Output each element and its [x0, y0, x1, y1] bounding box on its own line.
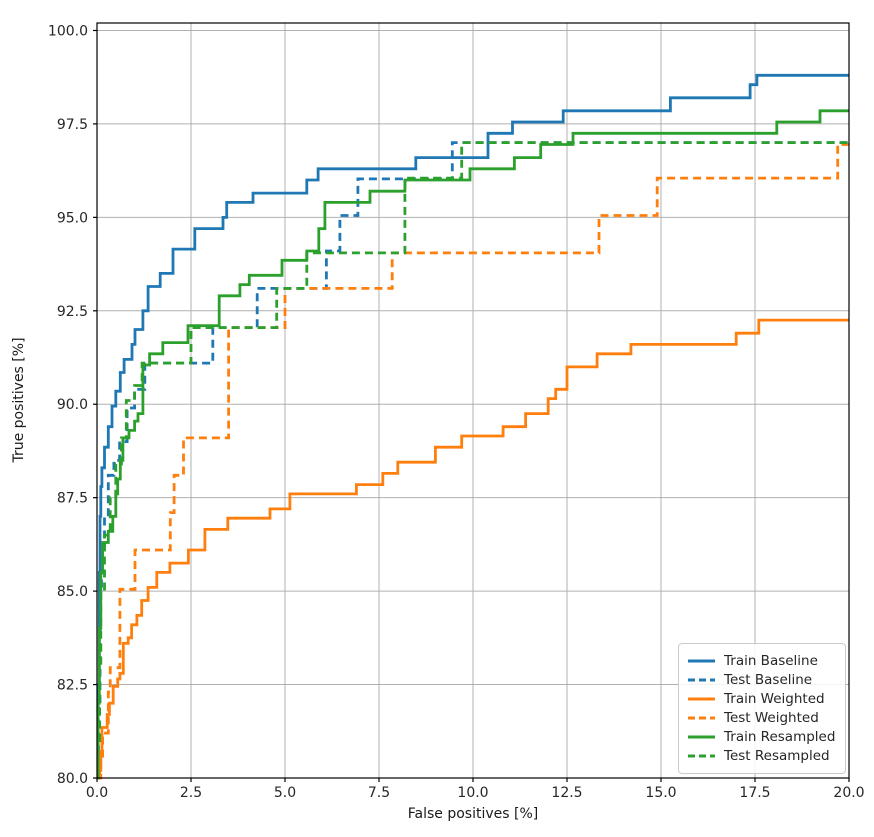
legend-line-icon [688, 697, 715, 701]
legend-item-test-resampled: Test Resampled [688, 747, 837, 766]
svg-text:95.0: 95.0 [57, 210, 88, 226]
x-axis-label: False positives [%] [407, 806, 539, 822]
series-line-train-baseline [96, 73, 849, 780]
legend-item-train-resampled: Train Resampled [688, 728, 837, 747]
legend-label: Train Resampled [724, 729, 836, 746]
grid-lines [97, 23, 849, 778]
series-line-train-resampled [96, 109, 849, 780]
legend-label: Test Resampled [724, 748, 830, 765]
legend-label: Train Weighted [724, 690, 825, 707]
svg-text:2.5: 2.5 [180, 785, 202, 801]
svg-text:17.5: 17.5 [739, 785, 770, 801]
series-line-test-weighted [97, 143, 849, 780]
legend-line-icon [688, 678, 715, 682]
legend-item-test-baseline: Test Baseline [688, 670, 837, 689]
svg-text:10.0: 10.0 [457, 785, 488, 801]
svg-text:90.0: 90.0 [57, 397, 88, 413]
svg-text:20.0: 20.0 [833, 785, 864, 801]
svg-text:87.5: 87.5 [57, 491, 88, 507]
svg-text:80.0: 80.0 [57, 771, 88, 787]
svg-text:0.0: 0.0 [86, 785, 108, 801]
svg-text:15.0: 15.0 [645, 785, 676, 801]
tick-marks [93, 29, 850, 782]
svg-text:7.5: 7.5 [368, 785, 390, 801]
svg-text:97.5: 97.5 [57, 117, 88, 133]
legend-label: Train Baseline [724, 652, 818, 669]
legend-label: Test Baseline [724, 671, 813, 688]
svg-text:85.0: 85.0 [57, 584, 88, 600]
series-line-train-weighted [97, 318, 849, 780]
svg-text:100.0: 100.0 [48, 23, 88, 39]
svg-text:92.5: 92.5 [57, 304, 88, 320]
legend-line-icon [688, 716, 715, 720]
legend-line-icon [688, 735, 715, 739]
legend-label: Test Weighted [724, 710, 819, 727]
legend: Train Baseline Test Baseline Train Weigh… [678, 643, 846, 774]
series-lines [96, 73, 849, 780]
y-axis-label: True positives [%] [11, 337, 27, 463]
legend-item-test-weighted: Test Weighted [688, 709, 837, 728]
svg-text:12.5: 12.5 [551, 785, 582, 801]
svg-text:5.0: 5.0 [274, 785, 296, 801]
legend-item-train-weighted: Train Weighted [688, 689, 837, 708]
legend-item-train-baseline: Train Baseline [688, 651, 837, 670]
tick-labels: 0.0 2.5 5.0 7.5 10.0 12.5 15.0 17.5 20.0 80.0 82.5… [48, 23, 865, 801]
svg-text:82.5: 82.5 [57, 678, 88, 694]
legend-line-icon [688, 754, 715, 758]
series-line-test-resampled [96, 141, 849, 780]
legend-line-icon [688, 659, 715, 662]
